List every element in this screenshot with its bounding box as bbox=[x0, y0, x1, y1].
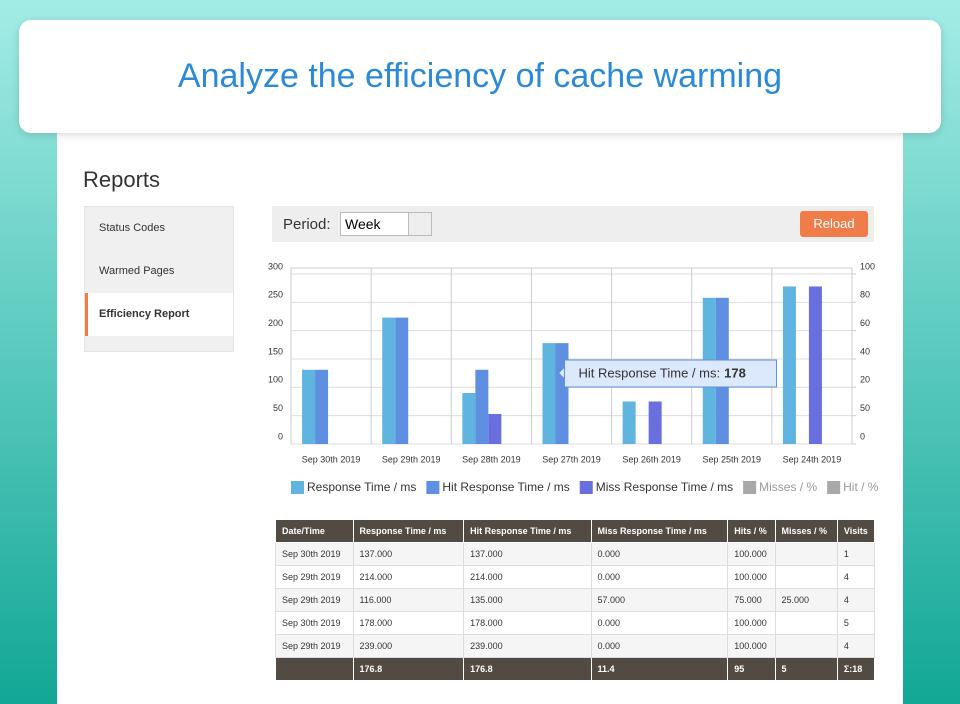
table-cell: 75.000 bbox=[727, 588, 776, 612]
table-cell bbox=[774, 611, 838, 635]
column-header: Visits bbox=[836, 519, 876, 543]
table-cell: 116.000 bbox=[352, 588, 465, 612]
header-title: Analyze the efficiency of cache warming bbox=[19, 20, 941, 133]
table-cell: 57.000 bbox=[590, 588, 729, 612]
column-header: Hits / % bbox=[727, 519, 776, 543]
table-row: Sep 29th 2019 116.000 135.000 57.000 75.000 2… bbox=[275, 588, 876, 612]
table-cell: 214.000 bbox=[463, 565, 592, 589]
table-cell: Sep 29th 2019 bbox=[275, 634, 354, 658]
table-cell: Sep 29th 2019 bbox=[275, 565, 354, 589]
panel: Reports Status Codes Warmed Pages Efficien… bbox=[57, 133, 903, 704]
column-header: Hit Response Time / ms bbox=[463, 519, 592, 543]
table-cell: 5 bbox=[836, 611, 876, 635]
table-cell: 0.000 bbox=[590, 611, 729, 635]
footer-cell: Σ:18 bbox=[836, 657, 876, 681]
table-row: Sep 30th 2019 178.000 178.000 0.000 100.000 5 bbox=[275, 611, 876, 635]
footer-cell: 176.8 bbox=[352, 657, 465, 681]
table-cell bbox=[774, 542, 838, 566]
table-cell: 239.000 bbox=[352, 634, 465, 658]
table-cell: 1 bbox=[836, 542, 876, 566]
sidebar-item[interactable]: Status Codes bbox=[99, 222, 166, 234]
sidebar-item[interactable]: Warmed Pages bbox=[99, 265, 175, 277]
sidebar: Status Codes Warmed Pages Efficiency Repor… bbox=[84, 206, 234, 352]
table-cell: 0.000 bbox=[590, 542, 729, 566]
table-cell: 178.000 bbox=[352, 611, 465, 635]
period-select[interactable]: Week bbox=[340, 212, 432, 236]
table-cell: 137.000 bbox=[352, 542, 465, 566]
table-row: Sep 30th 2019 137.000 137.000 0.000 100.000 1 bbox=[275, 542, 876, 566]
table-cell: Sep 30th 2019 bbox=[275, 611, 354, 635]
column-header: Date/Time bbox=[275, 519, 354, 543]
table-cell: 100.000 bbox=[727, 611, 776, 635]
table-cell: 178.000 bbox=[463, 611, 592, 635]
toolbar: Period: Week Reload bbox=[272, 206, 874, 242]
table-cell: 4 bbox=[836, 588, 876, 612]
page-title: Reports bbox=[83, 167, 161, 192]
column-header: Miss Response Time / ms bbox=[590, 519, 729, 543]
table-cell: 100.000 bbox=[727, 565, 776, 589]
period-label: Period: bbox=[283, 216, 331, 233]
reload-button[interactable]: Reload bbox=[800, 211, 868, 237]
table-cell: 214.000 bbox=[352, 565, 465, 589]
table-cell: 0.000 bbox=[590, 634, 729, 658]
table-cell: 4 bbox=[836, 565, 876, 589]
footer-cell bbox=[275, 657, 354, 681]
footer-cell: 95 bbox=[727, 657, 776, 681]
table-cell: 0.000 bbox=[590, 565, 729, 589]
sidebar-item[interactable]: Efficiency Report bbox=[85, 293, 233, 336]
table-cell: 135.000 bbox=[463, 588, 592, 612]
table-cell: Sep 29th 2019 bbox=[275, 588, 354, 612]
table-cell: 239.000 bbox=[463, 634, 592, 658]
column-header: Response Time / ms bbox=[352, 519, 465, 543]
data-table: Date/Time Response Time / ms Hit Response … bbox=[275, 519, 876, 681]
table-cell: 25.000 bbox=[774, 588, 838, 612]
footer-cell: 5 bbox=[774, 657, 838, 681]
footer-cell: 176.8 bbox=[463, 657, 592, 681]
table-row: Sep 29th 2019 214.000 214.000 0.000 100.000 4 bbox=[275, 565, 876, 589]
table-cell: 137.000 bbox=[463, 542, 592, 566]
table-row: Sep 29th 2019 239.000 239.000 0.000 100.000 4 bbox=[275, 634, 876, 658]
table-cell: 4 bbox=[836, 634, 876, 658]
column-header: Misses / % bbox=[774, 519, 838, 543]
table-cell bbox=[774, 565, 838, 589]
table-cell: Sep 30th 2019 bbox=[275, 542, 354, 566]
table-cell: 100.000 bbox=[727, 542, 776, 566]
footer-cell: 11.4 bbox=[590, 657, 729, 681]
table-cell: 100.000 bbox=[727, 634, 776, 658]
table-cell bbox=[774, 634, 838, 658]
